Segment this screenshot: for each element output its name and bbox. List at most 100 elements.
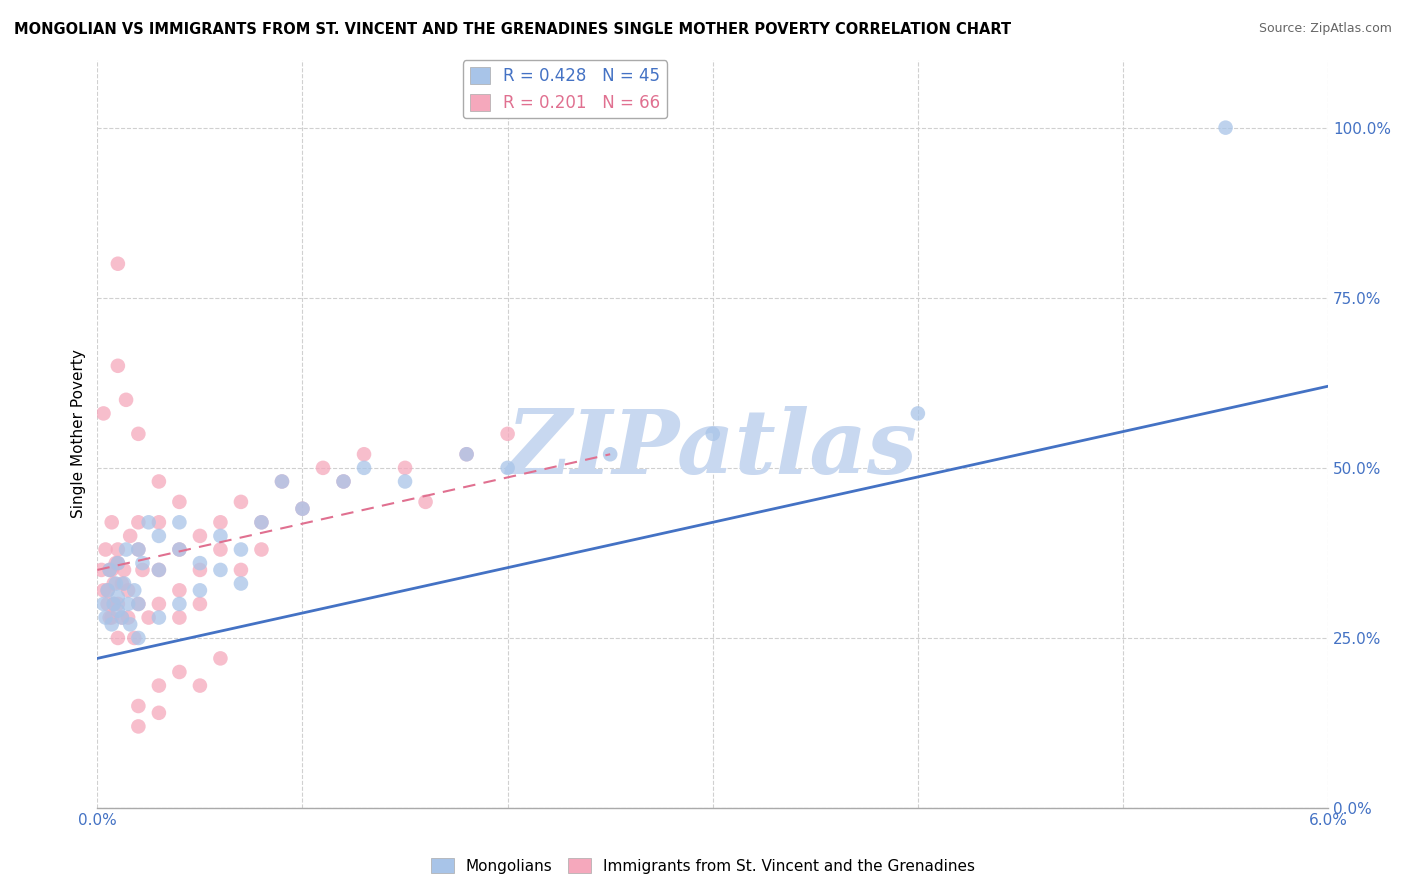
Point bbox=[209, 529, 232, 543]
Point bbox=[250, 516, 273, 530]
Point bbox=[148, 706, 170, 720]
Point bbox=[209, 516, 232, 530]
Point bbox=[100, 617, 122, 632]
Point bbox=[332, 475, 354, 489]
Point bbox=[117, 610, 139, 624]
Point bbox=[148, 563, 170, 577]
Point bbox=[127, 542, 149, 557]
Point bbox=[138, 516, 160, 530]
Point bbox=[702, 426, 724, 441]
Point bbox=[188, 583, 211, 598]
Point bbox=[104, 556, 127, 570]
Point bbox=[127, 597, 149, 611]
Point bbox=[496, 426, 519, 441]
Point bbox=[188, 679, 211, 693]
Text: ZIPatlas: ZIPatlas bbox=[508, 406, 918, 492]
Point bbox=[90, 563, 112, 577]
Point bbox=[188, 563, 211, 577]
Point bbox=[229, 542, 252, 557]
Point bbox=[332, 475, 354, 489]
Point bbox=[107, 359, 129, 373]
Legend: R = 0.428   N = 45, R = 0.201   N = 66: R = 0.428 N = 45, R = 0.201 N = 66 bbox=[463, 61, 666, 119]
Point bbox=[148, 516, 170, 530]
Point bbox=[169, 610, 191, 624]
Point bbox=[169, 542, 191, 557]
Point bbox=[93, 406, 115, 420]
Point bbox=[271, 475, 294, 489]
Point bbox=[98, 563, 121, 577]
Point bbox=[250, 516, 273, 530]
Point bbox=[112, 563, 135, 577]
Point bbox=[112, 576, 135, 591]
Point bbox=[209, 542, 232, 557]
Point bbox=[107, 604, 129, 618]
Point bbox=[107, 556, 129, 570]
Point bbox=[138, 610, 160, 624]
Point bbox=[353, 447, 375, 461]
Point bbox=[115, 542, 138, 557]
Point bbox=[127, 719, 149, 733]
Point bbox=[1215, 120, 1237, 135]
Point bbox=[271, 475, 294, 489]
Point bbox=[124, 583, 146, 598]
Point bbox=[415, 495, 437, 509]
Point bbox=[117, 583, 139, 598]
Point bbox=[188, 597, 211, 611]
Point bbox=[169, 583, 191, 598]
Point bbox=[100, 516, 122, 530]
Point bbox=[107, 542, 129, 557]
Point bbox=[93, 583, 115, 598]
Point bbox=[394, 475, 416, 489]
Point bbox=[115, 392, 138, 407]
Point bbox=[291, 501, 314, 516]
Point bbox=[148, 597, 170, 611]
Point bbox=[111, 576, 134, 591]
Point bbox=[98, 610, 121, 624]
Y-axis label: Single Mother Poverty: Single Mother Poverty bbox=[72, 350, 86, 518]
Point bbox=[111, 610, 134, 624]
Point bbox=[169, 665, 191, 679]
Point bbox=[148, 679, 170, 693]
Point bbox=[97, 583, 120, 598]
Point bbox=[456, 447, 478, 461]
Point bbox=[599, 447, 621, 461]
Point bbox=[169, 516, 191, 530]
Point bbox=[97, 597, 120, 611]
Point bbox=[107, 257, 129, 271]
Point bbox=[148, 475, 170, 489]
Point bbox=[291, 501, 314, 516]
Point bbox=[100, 610, 122, 624]
Legend: Mongolians, Immigrants from St. Vincent and the Grenadines: Mongolians, Immigrants from St. Vincent … bbox=[425, 852, 981, 880]
Point bbox=[103, 597, 125, 611]
Point bbox=[229, 576, 252, 591]
Point bbox=[188, 556, 211, 570]
Point bbox=[127, 698, 149, 713]
Point bbox=[107, 597, 129, 611]
Point bbox=[120, 617, 142, 632]
Point bbox=[127, 516, 149, 530]
Point bbox=[456, 447, 478, 461]
Point bbox=[103, 576, 125, 591]
Point bbox=[103, 597, 125, 611]
Point bbox=[120, 529, 142, 543]
Point bbox=[94, 542, 117, 557]
Point bbox=[907, 406, 929, 420]
Point bbox=[107, 590, 129, 604]
Point bbox=[394, 461, 416, 475]
Point bbox=[124, 631, 146, 645]
Point bbox=[148, 610, 170, 624]
Point bbox=[131, 563, 153, 577]
Point bbox=[496, 461, 519, 475]
Point bbox=[229, 495, 252, 509]
Point bbox=[169, 495, 191, 509]
Point bbox=[117, 597, 139, 611]
Point bbox=[250, 542, 273, 557]
Point bbox=[209, 651, 232, 665]
Point bbox=[127, 542, 149, 557]
Point bbox=[169, 542, 191, 557]
Point bbox=[312, 461, 335, 475]
Point bbox=[93, 597, 115, 611]
Point bbox=[169, 597, 191, 611]
Point bbox=[107, 631, 129, 645]
Point bbox=[94, 610, 117, 624]
